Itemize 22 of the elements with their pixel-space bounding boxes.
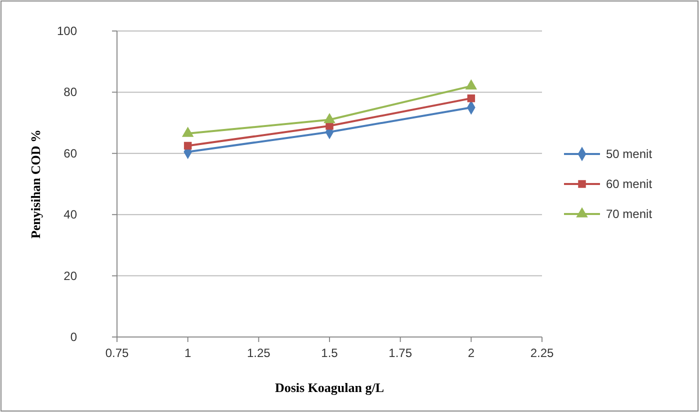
- x-tick-label: 1.5: [321, 346, 338, 360]
- y-tick-label: 40: [64, 208, 78, 222]
- legend-label: 60 menit: [606, 177, 653, 191]
- point: [467, 94, 476, 102]
- y-tick-label: 80: [64, 85, 78, 100]
- y-tick-label: 100: [56, 24, 78, 38]
- point: [324, 112, 336, 124]
- y-tick-label: 20: [64, 268, 78, 283]
- y-tick-label: 0: [70, 330, 78, 344]
- x-tick-label: 2.25: [530, 346, 554, 360]
- x-tick-label: 2: [468, 346, 475, 360]
- point: [465, 79, 478, 90]
- x-axis-title: Dosis Koagulan g/L: [274, 380, 384, 395]
- x-tick-label: 1.25: [246, 346, 271, 360]
- x-tick-label: 1.75: [388, 346, 412, 360]
- x-tick-label: 1: [184, 346, 192, 360]
- point: [184, 142, 192, 150]
- legend-label: 50 menit: [606, 147, 653, 161]
- x-tick-label: 0.75: [105, 346, 129, 360]
- legend-label: 70 menit: [606, 207, 653, 221]
- y-axis-title: Penyisihan COD %: [28, 129, 43, 239]
- y-tick-label: 60: [64, 146, 78, 160]
